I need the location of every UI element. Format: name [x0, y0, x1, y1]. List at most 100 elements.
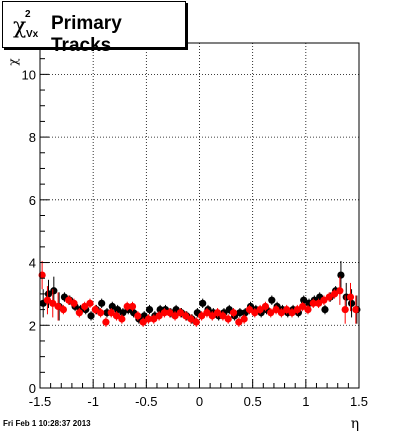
data-point: [240, 315, 248, 323]
data-point: [325, 293, 333, 301]
y-tick-label: 0: [29, 381, 36, 396]
data-point: [145, 305, 154, 314]
data-point: [97, 309, 105, 317]
data-point: [123, 302, 131, 311]
x-tick-label: -0.5: [135, 394, 157, 409]
y-tick-label: 2: [29, 318, 36, 333]
data-point: [299, 302, 307, 311]
series-1: [38, 260, 360, 327]
y-tick-label: 6: [29, 193, 36, 208]
data-point: [213, 309, 222, 317]
data-point: [44, 290, 53, 298]
data-point: [300, 296, 308, 304]
data-point: [86, 299, 94, 307]
data-point: [128, 302, 137, 311]
y-tick-label: 4: [29, 256, 36, 271]
title-subscript: Vx: [26, 29, 39, 40]
data-point: [108, 302, 116, 311]
x-tick-label: 0.5: [244, 394, 262, 409]
data-point: [235, 318, 243, 326]
data-point: [320, 296, 328, 304]
series-markers: [38, 260, 361, 327]
data-point: [245, 305, 254, 314]
title-symbol: χ: [13, 14, 27, 39]
data-point: [139, 318, 147, 326]
data-point: [229, 309, 238, 317]
data-point: [267, 309, 275, 317]
data-point: [81, 302, 89, 311]
x-tick-label: -1: [87, 394, 99, 409]
x-axis-label: η: [351, 416, 359, 432]
data-point: [346, 293, 355, 301]
data-point: [50, 287, 58, 295]
data-point: [283, 305, 291, 314]
data-point: [309, 299, 317, 307]
data-point: [102, 318, 110, 326]
data-point: [199, 299, 207, 307]
data-point: [144, 315, 153, 323]
data-point: [65, 296, 73, 304]
chart-title: Primary Tracks: [51, 13, 122, 56]
data-point: [119, 309, 127, 317]
data-point: [352, 305, 360, 314]
data-point: [75, 309, 83, 317]
data-point: [268, 296, 276, 304]
data-point: [321, 305, 329, 314]
data-point: [304, 305, 312, 314]
data-point: [330, 290, 339, 298]
data-point: [54, 302, 62, 311]
data-point: [224, 315, 232, 323]
data-point: [336, 287, 344, 295]
grid: [40, 43, 359, 388]
data-point: [70, 299, 78, 307]
data-point: [59, 305, 67, 314]
data-point: [251, 309, 259, 317]
data-point: [347, 299, 356, 307]
data-point: [236, 309, 244, 317]
data-point: [43, 296, 52, 304]
y-axis-label-text: χ: [6, 58, 20, 66]
data-point: [314, 299, 323, 307]
title-box: χ 2 Vx Primary Tracks: [2, 1, 186, 56]
data-point: [256, 305, 264, 314]
data-point: [112, 312, 121, 320]
data-point: [203, 309, 211, 317]
y-tick-label: 10: [22, 67, 36, 82]
data-point: [198, 312, 206, 320]
timestamp-footer: Fri Feb 1 10:28:37 2013: [3, 419, 91, 428]
data-point: [171, 312, 179, 320]
data-point: [272, 305, 280, 314]
data-point: [107, 309, 115, 317]
axes: -1.5 -1 -0.5 0 0.5 1 1.5 0 2 4 6 8 10: [22, 42, 368, 409]
data-point: [118, 315, 126, 323]
x-tick-label: 1.5: [350, 394, 368, 409]
data-point: [341, 305, 349, 314]
data-point: [87, 312, 95, 320]
data-point: [134, 312, 142, 320]
x-tick-label: 0: [196, 394, 203, 409]
data-point: [277, 309, 285, 317]
data-point: [219, 312, 227, 320]
y-tick-label: 8: [29, 130, 36, 145]
y-axis-label: χ: [6, 58, 20, 66]
data-point: [91, 305, 99, 314]
title-superscript: 2: [25, 9, 31, 20]
data-point: [182, 312, 190, 320]
data-point: [166, 309, 174, 317]
data-point: [337, 271, 345, 279]
data-point: [176, 309, 184, 317]
data-point: [288, 309, 296, 317]
data-point: [98, 299, 106, 307]
x-tick-label: 1: [302, 394, 309, 409]
data-point: [155, 312, 163, 320]
data-point: [150, 315, 158, 323]
x-tick-label: -1.5: [29, 394, 51, 409]
data-point: [208, 312, 216, 320]
data-point: [160, 309, 169, 317]
data-point: [49, 299, 57, 307]
data-point: [261, 302, 270, 311]
data-point: [192, 318, 200, 326]
data-point: [187, 315, 195, 323]
data-point: [293, 305, 301, 314]
